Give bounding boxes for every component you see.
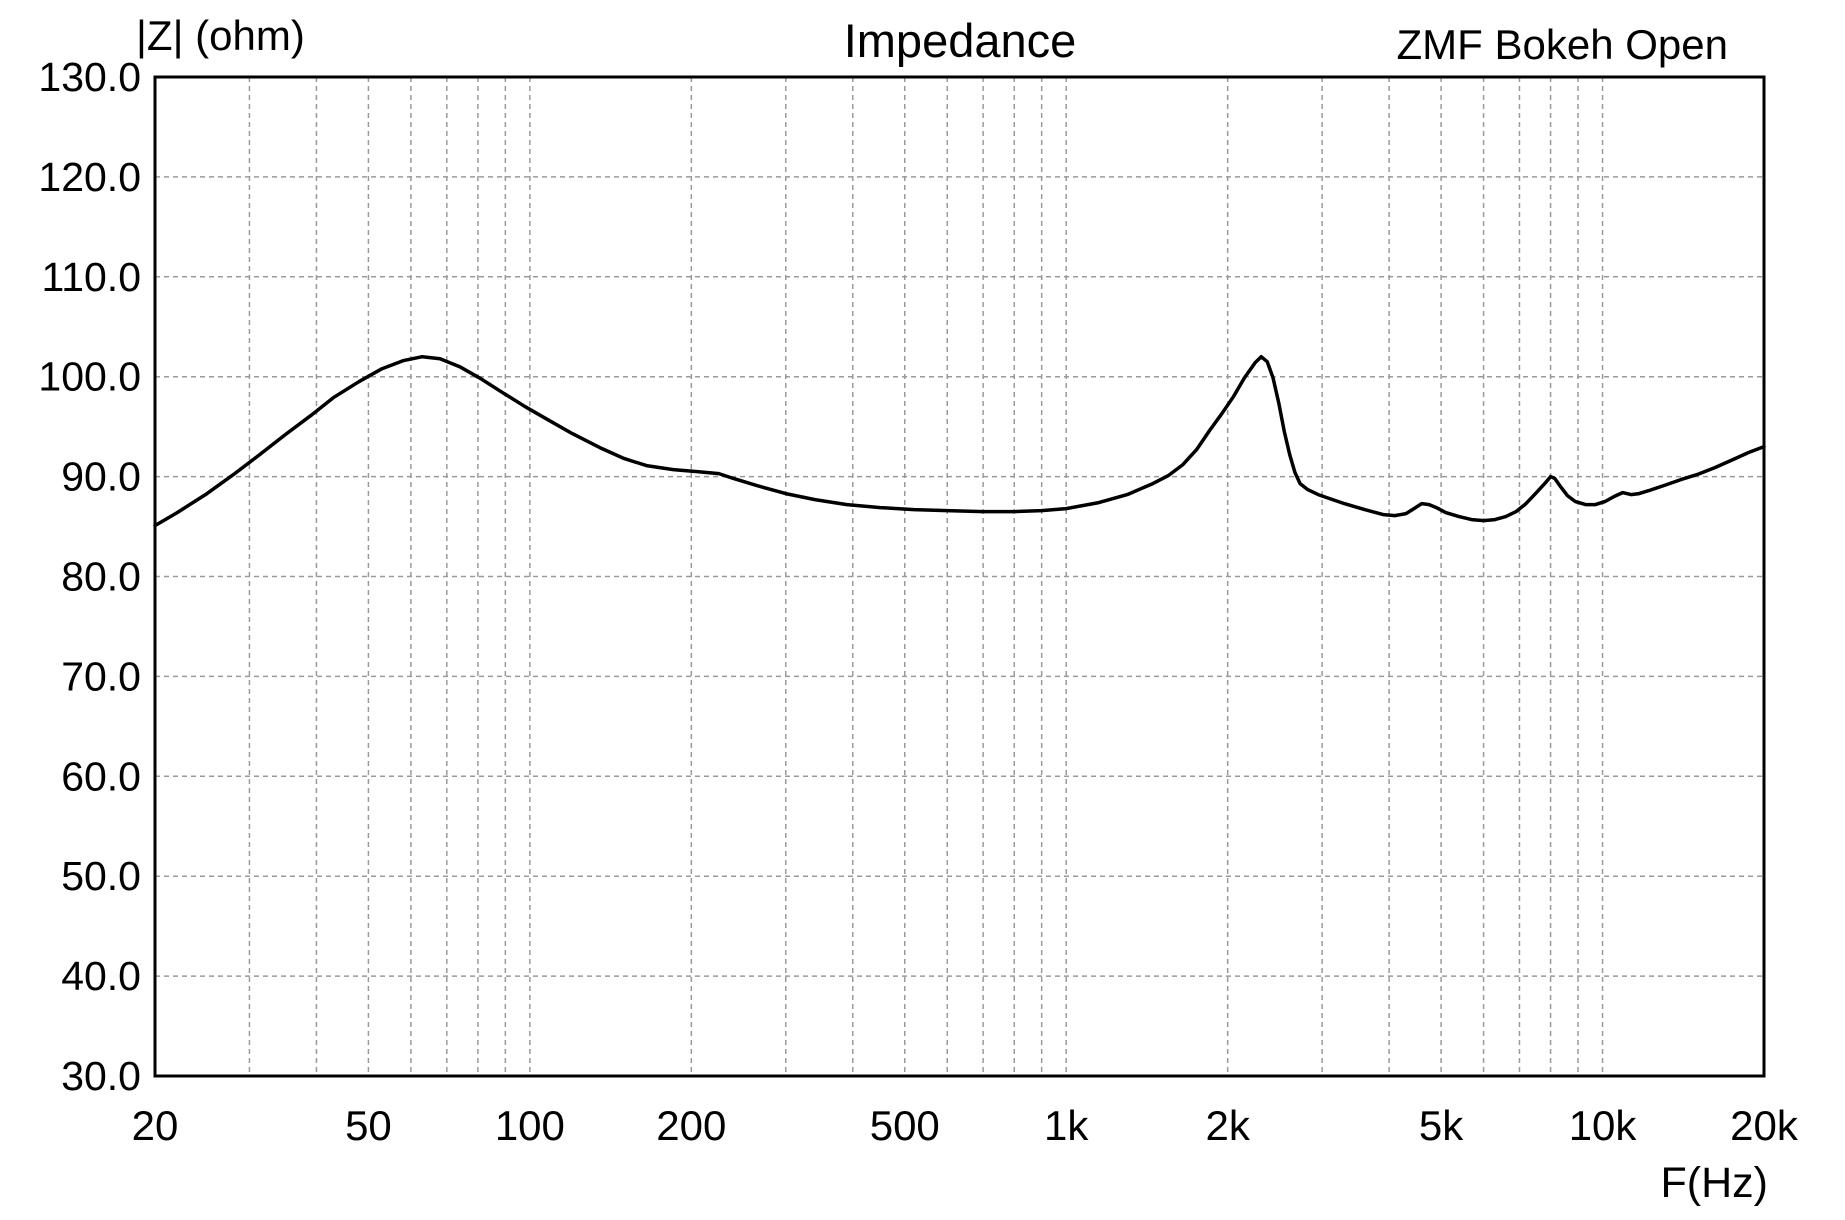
y-tick-label: 60.0 [61, 753, 141, 799]
x-tick-label: 20k [1730, 1102, 1799, 1149]
y-tick-label: 110.0 [41, 254, 141, 300]
y-tick-label: 100.0 [38, 354, 141, 400]
x-tick-label: 10k [1569, 1102, 1638, 1149]
x-tick-label: 50 [345, 1102, 392, 1149]
impedance-curve [153, 354, 1766, 528]
y-tick-label: 50.0 [61, 853, 141, 899]
y-tick-label: 120.0 [38, 154, 141, 200]
x-tick-label: 500 [870, 1102, 940, 1149]
x-tick-label: 100 [495, 1102, 565, 1149]
x-axis-unit-label: F(Hz) [1661, 1159, 1768, 1207]
x-tick-label: 5k [1419, 1102, 1464, 1149]
y-tick-label: 40.0 [61, 953, 141, 999]
y-axis-unit-label: |Z| (ohm) [136, 12, 305, 59]
y-tick-label: 30.0 [61, 1053, 141, 1099]
y-tick-label: 70.0 [61, 653, 141, 699]
y-tick-label: 130.0 [38, 54, 141, 100]
y-tick-label: 90.0 [61, 454, 141, 500]
plot-border [153, 75, 1766, 1078]
x-tick-label: 20 [132, 1102, 179, 1149]
x-tick-label: 1k [1044, 1102, 1089, 1149]
y-tick-label: 80.0 [61, 554, 141, 600]
x-tick-label: 2k [1205, 1102, 1250, 1149]
chart-title: Impedance [844, 14, 1077, 67]
x-tick-label: 200 [656, 1102, 726, 1149]
headphone-model-label: ZMF Bokeh Open [1397, 21, 1728, 68]
